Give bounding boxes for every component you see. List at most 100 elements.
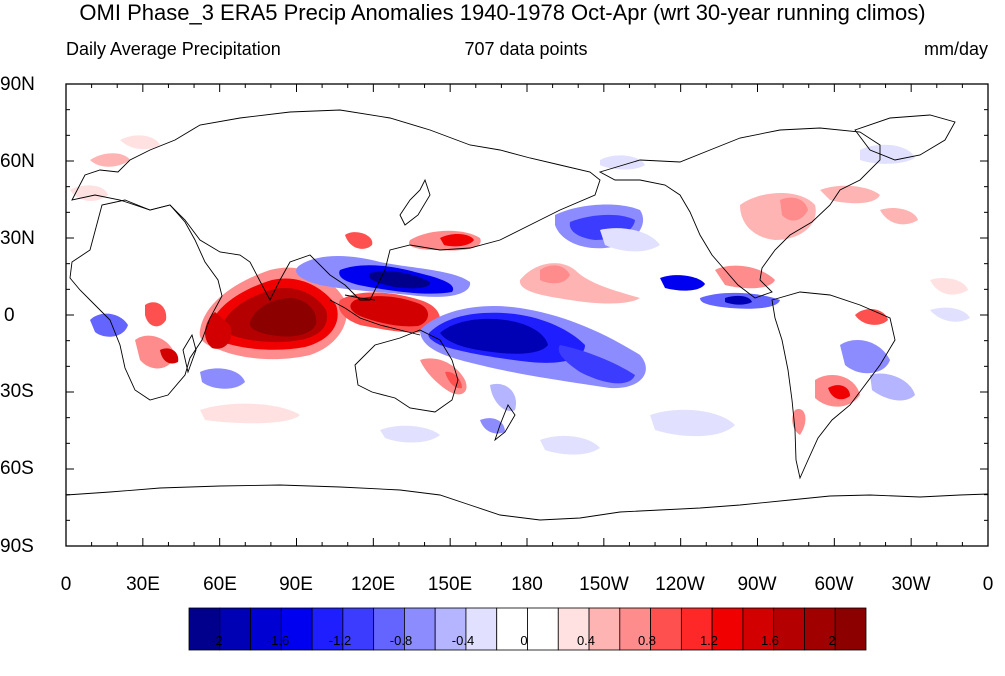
anomaly-blob: [480, 418, 505, 434]
lon-label: 90W: [737, 574, 777, 595]
lon-label: 30W: [891, 574, 931, 595]
lon-label: 60W: [814, 574, 854, 595]
colorbar-swatch: [496, 607, 528, 651]
lat-label: 30N: [0, 228, 35, 249]
lon-label: 180: [511, 574, 543, 595]
colorbar-tick-label: 1.2: [699, 633, 719, 648]
colorbar-swatch: [619, 607, 651, 651]
anomaly-blob: [828, 385, 850, 400]
subtitle-center: 707 data points: [464, 39, 588, 59]
lon-label: 60E: [203, 574, 237, 595]
colorbar-swatch: [404, 607, 436, 651]
anomaly-blob: [120, 135, 160, 150]
colorbar-swatch: [342, 607, 375, 651]
colorbar-tick-label: 1.6: [760, 633, 780, 648]
axis-ticks: [65, 83, 989, 547]
anomaly-blob: [200, 403, 300, 424]
lon-label: 90E: [279, 574, 313, 595]
anomaly-blob: [740, 192, 816, 240]
colorbar-tick-label: -0.8: [389, 633, 413, 648]
anomaly-blob: [445, 371, 462, 389]
anomaly-blob: [558, 345, 635, 384]
coastline-north-america: [598, 127, 881, 299]
anomaly-blob: [204, 312, 232, 349]
lat-label: 60S: [0, 458, 34, 479]
colorbar-swatch: [465, 607, 498, 651]
lon-label: 120E: [350, 574, 396, 595]
units-label: mm/day: [923, 39, 988, 59]
coastline-japan: [399, 178, 431, 226]
anomaly-blob: [160, 348, 179, 364]
lon-label: 120W: [655, 574, 705, 595]
anomaly-blob: [930, 307, 970, 322]
coastlines: [66, 109, 988, 521]
coastline-antarctica: [66, 484, 988, 521]
coastline-madagascar: [182, 333, 197, 374]
colorbar-swatch: [680, 607, 713, 651]
anomaly-blob: [420, 358, 467, 395]
coastline-south-america: [771, 291, 896, 480]
anomaly-blob: [380, 425, 440, 443]
colorbar-swatch: [742, 607, 775, 651]
anomaly-blob: [780, 197, 808, 221]
lon-label: 0: [982, 574, 994, 595]
colorbar-tick-label: 0.8: [637, 633, 657, 648]
colorbar-tick-label: -2: [211, 633, 223, 648]
anomaly-blob: [840, 340, 890, 374]
lon-label: 150E: [427, 574, 473, 595]
colorbar-tick-label: -1.6: [266, 633, 290, 648]
anomaly-blob: [440, 234, 474, 247]
colorbar-swatch: [373, 607, 405, 651]
anomaly-blob: [600, 228, 660, 252]
anomaly-blob: [540, 435, 600, 455]
anomaly-blob: [930, 278, 968, 295]
anomaly-field: [70, 135, 970, 455]
anomaly-blob: [715, 265, 775, 289]
colorbar-swatch: [250, 607, 282, 651]
colorbar-tick-label: -0.4: [451, 633, 475, 648]
lat-label: 60N: [0, 151, 35, 172]
lat-label: 90N: [0, 74, 35, 95]
anomaly-blob: [650, 409, 735, 437]
colorbar-swatch: [834, 607, 867, 651]
anomaly-blob: [519, 263, 640, 304]
colorbar-swatch: [280, 607, 313, 651]
lon-label: 150W: [579, 574, 629, 595]
anomaly-blob: [540, 265, 570, 284]
anomaly-blob: [369, 271, 431, 289]
anomaly-blob: [70, 185, 108, 202]
colorbar-tick-label: 0.4: [576, 633, 596, 648]
anomaly-blob: [660, 275, 705, 291]
colorbar-swatch: [219, 607, 251, 651]
colorbar-swatch: [434, 607, 467, 651]
colorbar-tick-label: 2: [828, 633, 836, 648]
colorbar-swatch: [527, 607, 559, 651]
coastline-greenland: [854, 114, 956, 161]
anomaly-blob: [249, 298, 317, 337]
colorbar-tick-label: 0: [520, 633, 528, 648]
anomaly-blob: [145, 302, 167, 327]
lat-label: 90S: [0, 536, 34, 557]
lon-label: 30E: [126, 574, 160, 595]
anomaly-blob: [855, 308, 888, 325]
subtitle-left: Daily Average Precipitation: [66, 39, 281, 59]
anomaly-blob: [345, 232, 373, 249]
lat-label: 30S: [0, 381, 34, 402]
anomaly-blob: [725, 295, 752, 305]
colorbar-swatch: [773, 607, 805, 651]
anomaly-blob: [880, 208, 918, 225]
anomaly-blob: [600, 155, 645, 170]
anomaly-blob: [90, 313, 128, 337]
lon-label: 0: [60, 574, 72, 595]
coastline-new-zealand: [494, 404, 516, 442]
anomaly-blob: [440, 318, 548, 354]
chart-title: OMI Phase_3 ERA5 Precip Anomalies 1940-1…: [79, 0, 926, 25]
coastline-eurasia: [71, 109, 601, 301]
colorbar-swatch: [711, 607, 744, 651]
colorbar-swatch: [588, 607, 621, 651]
anomaly-blob: [200, 368, 245, 389]
lat-label: 0: [4, 305, 15, 326]
anomaly-blob: [90, 153, 130, 167]
coastline-africa: [69, 199, 223, 401]
